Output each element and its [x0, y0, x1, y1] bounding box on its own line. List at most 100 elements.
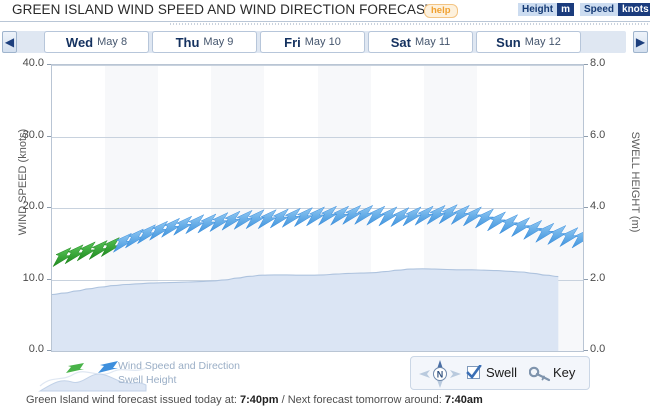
wind-barb: [149, 220, 168, 241]
day-tab-weekday: Wed: [65, 34, 94, 50]
tick-mark-left: [47, 278, 51, 280]
wind-barb: [173, 215, 192, 236]
forecast-chart: WIND SPEED (knots) SWELL HEIGHT (m) 0.0 0…: [0, 56, 650, 356]
wind-barb: [571, 231, 583, 249]
forecast-issued-text: Green Island wind forecast issued today …: [26, 394, 483, 406]
day-tab-weekday: Sun: [496, 34, 521, 50]
tick-mark-left: [47, 135, 51, 137]
day-tab-date: May 11: [414, 36, 451, 48]
key-icon[interactable]: [529, 366, 551, 382]
wind-barb: [76, 241, 96, 262]
speed-unit-value[interactable]: knots: [618, 3, 650, 16]
tick-mark-left: [47, 207, 51, 208]
wind-barb-shape: [149, 220, 168, 241]
day-tab-weekday: Sat: [390, 34, 411, 50]
wind-barb: [52, 247, 72, 267]
day-tab-date: May 8: [97, 36, 128, 48]
day-tab-sat[interactable]: Sat May 11: [368, 31, 473, 53]
y-tick-left: 0.0: [28, 343, 44, 355]
gridline: [52, 65, 583, 66]
wind-barb-shape: [499, 214, 518, 234]
app-header: GREEN ISLAND WIND SPEED AND WIND DIRECTI…: [0, 0, 650, 25]
height-unit-value[interactable]: m: [557, 3, 575, 16]
tick-mark-left: [47, 350, 51, 351]
y-tick-left: 10.0: [22, 271, 44, 284]
legend-swatches: [38, 361, 147, 392]
prev-day-button[interactable]: ◀: [2, 31, 17, 53]
compass-rose-icon[interactable]: N: [417, 358, 463, 390]
wind-barb: [523, 220, 542, 240]
legend-wind-line: [39, 367, 147, 387]
compass-north-label: N: [437, 370, 444, 380]
header-divider-dotted: [170, 23, 650, 25]
header-divider: [0, 21, 650, 22]
chevron-left-icon: ◀: [4, 35, 15, 49]
day-tab-date: May 10: [304, 36, 341, 48]
wind-barb: [64, 244, 84, 265]
legend-label-swell: Swell Height: [118, 374, 177, 386]
day-tab-weekday: Fri: [284, 34, 301, 50]
footer-middle: / Next forecast tomorrow around:: [281, 394, 442, 406]
plot-area: [51, 64, 584, 352]
y-tick-right: 8.0: [590, 57, 606, 69]
speed-unit-toggle[interactable]: Speed knots: [580, 3, 650, 16]
tick-mark-left: [47, 64, 51, 65]
y-tick-left: 30.0: [22, 128, 44, 141]
speed-unit-label: Speed: [580, 3, 619, 16]
tick-mark-right: [584, 135, 588, 137]
tick-mark-right: [584, 278, 588, 280]
page-title: GREEN ISLAND WIND SPEED AND WIND DIRECTI…: [12, 2, 436, 17]
swell-checkbox[interactable]: [467, 366, 480, 379]
swell-area-line: [52, 268, 559, 296]
height-unit-toggle[interactable]: Height m: [518, 3, 575, 16]
swell-area-series: [52, 268, 559, 351]
footer-issued-time: 7:40pm: [240, 394, 279, 406]
tick-mark-right: [584, 64, 588, 65]
gridline: [52, 208, 583, 209]
swell-checkbox-label[interactable]: Swell: [486, 365, 518, 380]
wind-barb-shape: [76, 241, 96, 262]
wind-barb: [161, 218, 180, 238]
height-unit-label: Height: [518, 3, 558, 16]
wind-barb-shape: [475, 208, 494, 229]
help-button[interactable]: help: [424, 4, 458, 18]
day-tab-fri[interactable]: Fri May 10: [260, 31, 365, 53]
y-tick-left: 20.0: [22, 200, 44, 212]
next-day-button[interactable]: ▶: [633, 31, 648, 53]
day-tab-sun[interactable]: Sun May 12: [476, 31, 581, 53]
wind-barb-shape: [487, 211, 506, 232]
footer-next-time: 7:40am: [444, 394, 483, 406]
tick-mark-right: [584, 350, 588, 351]
legend-swell-shape: [38, 373, 147, 392]
footer-prefix: Green Island wind forecast issued today …: [26, 394, 237, 406]
wind-barb-shape: [52, 247, 72, 267]
chart-legend: Wind Speed and Direction Swell Height N …: [0, 356, 650, 392]
day-tab-weekday: Thu: [175, 34, 200, 50]
wind-barb: [475, 208, 494, 229]
wind-barb-series: [52, 204, 583, 267]
y-tick-right: 0.0: [590, 343, 606, 355]
day-tab-date: May 12: [524, 36, 561, 48]
y-tick-right: 4.0: [590, 200, 606, 212]
day-tab-date: May 9: [203, 36, 234, 48]
wind-barb-shape: [64, 244, 84, 265]
wind-barb: [511, 217, 530, 237]
day-tab-wed[interactable]: Wed May 8: [44, 31, 149, 53]
gridline: [52, 137, 583, 138]
wind-barb-shape: [523, 220, 542, 240]
footer: Green Island wind forecast issued today …: [0, 392, 650, 414]
tick-mark-right: [584, 207, 588, 208]
legend-green-arrow-icon: [66, 363, 84, 373]
chart-controls-panel: N Swell Key: [410, 356, 590, 390]
chevron-right-icon: ▶: [635, 35, 646, 49]
y-tick-left: 40.0: [22, 57, 44, 69]
y-tick-right: 2.0: [590, 271, 606, 284]
wind-barb-shape: [511, 217, 530, 237]
day-tab-bar: ◀ ▶ Wed May 8 Thu May 9 Fri May 10 Sat May 11 Su…: [0, 28, 650, 56]
day-tab-thu[interactable]: Thu May 9: [152, 31, 257, 53]
wind-barb-shape: [173, 215, 192, 236]
plot-svg: [52, 204, 583, 351]
wind-barb-shape: [571, 231, 583, 249]
y-tick-right: 6.0: [590, 128, 606, 141]
key-button-label[interactable]: Key: [553, 365, 576, 380]
